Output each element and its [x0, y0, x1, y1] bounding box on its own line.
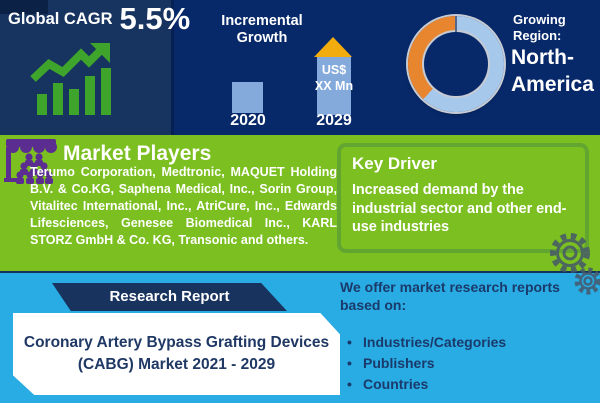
incremental-growth-title: Incremental Growth [221, 13, 303, 46]
offer-list: Industries/Categories Publishers Countri… [347, 334, 506, 397]
corner-accent [0, 0, 48, 14]
research-report-label: Research Report [109, 288, 230, 305]
global-cagr-label: Global CAGR [8, 10, 113, 28]
region-donut-seam [455, 16, 457, 32]
growth-arrow-value-line1: US$ [321, 63, 347, 77]
growth-arrow-body [317, 57, 351, 115]
growth-arrow-value: US$ XX Mn [303, 62, 365, 94]
global-cagr-value: 5.5% [119, 1, 191, 36]
report-title-line1: Coronary Artery Bypass Grafting Devices [23, 334, 330, 351]
growing-region-value: North-America [511, 46, 594, 96]
top-stats-band: Global CAGR 5.5% Incremental Growth US$ … [0, 0, 600, 135]
growing-region-label: Growing Region: [513, 12, 566, 43]
offer-item-label: Industries/Categories [363, 334, 507, 350]
market-players-band: Market Players Terumo Corporation, Medtr… [0, 135, 600, 271]
region-donut-chart [408, 16, 504, 112]
offer-item: Industries/Categories [347, 334, 506, 351]
market-stall-icon [4, 139, 57, 184]
report-band: Research Report Coronary Artery Bypass G… [0, 271, 600, 403]
key-driver-box: Key Driver Increased demand by the indus… [337, 143, 589, 253]
key-driver-title: Key Driver [352, 154, 438, 173]
year-2020-label: 2020 [230, 112, 266, 129]
gears-icon [550, 233, 600, 295]
region-donut-hole [424, 32, 488, 96]
report-title-line2: (CABG) Market 2021 - 2029 [77, 356, 276, 373]
offer-item: Countries [347, 376, 506, 393]
growth-arrow-head [314, 37, 352, 57]
bullet-icon [347, 334, 363, 351]
panel-divider [171, 0, 174, 135]
offer-item-label: Publishers [363, 355, 435, 371]
market-players-list: Terumo Corporation, Medtronic, MAQUET Ho… [30, 165, 337, 247]
offer-heading: We offer market research reports based o… [340, 279, 560, 313]
bullet-icon [347, 355, 363, 372]
offer-item-label: Countries [363, 376, 429, 392]
bullet-icon [347, 376, 363, 393]
column-2020 [232, 82, 263, 113]
research-report-banner: Research Report [52, 283, 287, 311]
year-2029-label: 2029 [316, 112, 352, 129]
growth-chart-icon [30, 43, 111, 115]
global-cagr: Global CAGR 5.5% [8, 3, 190, 34]
offer-item: Publishers [347, 355, 506, 372]
report-title-plate: Coronary Artery Bypass Grafting Devices … [13, 313, 340, 395]
growth-arrow-value-line2: XX Mn [314, 79, 354, 93]
key-driver-text: Increased demand by the industrial secto… [352, 182, 567, 235]
market-players-title: Market Players [63, 142, 212, 165]
